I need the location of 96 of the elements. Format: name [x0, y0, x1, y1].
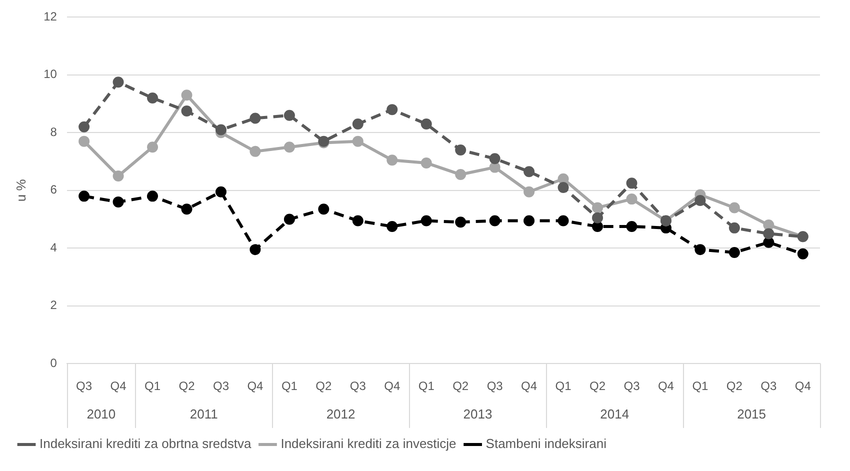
point — [626, 194, 638, 205]
x-tick-label: Q2 — [316, 379, 332, 394]
point — [112, 76, 124, 88]
point — [558, 173, 569, 184]
x-tick-label: Q1 — [418, 379, 435, 394]
x-tick-label: Q2 — [726, 379, 743, 394]
x-tick-label: Q4 — [521, 379, 538, 394]
point — [728, 246, 740, 258]
x-tick-label: Q4 — [384, 379, 400, 394]
point — [352, 136, 364, 147]
legend-label: Indeksirani krediti za obrtna sredstva — [40, 436, 252, 452]
point — [626, 220, 638, 232]
x-tick-label: Q1 — [692, 379, 709, 394]
point — [284, 214, 295, 225]
x-tick-label: Q4 — [247, 379, 264, 394]
point — [147, 92, 158, 104]
point — [284, 110, 295, 121]
text: 2013 — [463, 406, 492, 422]
y-tick-label: 10 — [44, 67, 58, 82]
point — [181, 106, 192, 117]
point — [386, 220, 398, 232]
x-tick-label: Q1 — [281, 379, 298, 394]
point — [489, 153, 500, 164]
text: 2015 — [737, 406, 766, 422]
legend-label: Indeksirani krediti za investicje — [280, 436, 456, 452]
point — [728, 222, 740, 234]
point — [455, 216, 466, 228]
y-tick-label: 2 — [50, 298, 58, 312]
point — [763, 228, 774, 240]
x-tick-label: Q1 — [144, 379, 161, 394]
point — [455, 144, 466, 156]
x-tick-label: Q4 — [794, 379, 812, 394]
point — [386, 154, 398, 166]
point — [558, 215, 569, 226]
x-tick-label: Q3 — [624, 379, 640, 394]
x-tick-label: Q2 — [178, 379, 196, 394]
point — [763, 236, 774, 248]
point — [728, 202, 740, 214]
x-tick-label: Q2 — [452, 379, 469, 394]
point — [250, 112, 261, 124]
point — [763, 220, 774, 231]
point — [78, 136, 90, 147]
y-tick-label: 6 — [50, 182, 58, 197]
point — [455, 169, 466, 180]
x-tick-label: Q3 — [212, 379, 230, 394]
point — [78, 121, 90, 132]
point — [592, 202, 604, 214]
point — [386, 104, 398, 116]
x-tick-label: Q3 — [760, 379, 777, 394]
point — [181, 204, 192, 215]
y-tick-label: 4 — [50, 240, 58, 254]
text: 2012 — [326, 406, 356, 422]
point — [592, 220, 604, 232]
text: 2010 — [86, 406, 116, 422]
point — [797, 248, 808, 260]
point — [112, 170, 124, 182]
point — [318, 204, 330, 215]
point — [147, 142, 158, 153]
point — [250, 146, 261, 157]
x-tick-label: Q3 — [486, 379, 504, 394]
x-tick-label: Q3 — [350, 379, 366, 394]
point — [78, 190, 90, 202]
point — [489, 162, 500, 173]
point — [250, 244, 261, 256]
x-tick-label: Q3 — [76, 379, 92, 394]
point — [626, 178, 638, 189]
y-tick-label: 0 — [50, 356, 58, 370]
point — [420, 215, 432, 226]
text: 2014 — [600, 406, 630, 422]
x-tick-label: Q1 — [555, 379, 572, 394]
point — [215, 124, 226, 136]
y-tick-label: 8 — [50, 124, 58, 139]
point — [524, 166, 535, 178]
point — [352, 215, 364, 226]
point — [694, 244, 706, 256]
point — [352, 118, 364, 130]
x-tick-label: Q4 — [110, 379, 127, 394]
point — [524, 215, 535, 226]
point — [420, 118, 432, 130]
y-tick-label: 12 — [44, 10, 58, 24]
point — [215, 186, 226, 198]
point — [112, 196, 124, 208]
point — [420, 157, 432, 168]
point — [284, 142, 295, 153]
point — [524, 186, 535, 198]
y-axis-title: u % — [13, 178, 28, 202]
point — [592, 212, 604, 224]
legend-label: Stambeni indeksirani — [486, 436, 607, 452]
point — [181, 90, 192, 101]
point — [147, 190, 158, 202]
x-tick-label: Q2 — [590, 379, 606, 394]
point — [694, 195, 706, 206]
text: 2011 — [190, 406, 218, 422]
point — [558, 182, 569, 194]
point — [489, 215, 500, 226]
x-tick-label: Q4 — [658, 379, 674, 394]
